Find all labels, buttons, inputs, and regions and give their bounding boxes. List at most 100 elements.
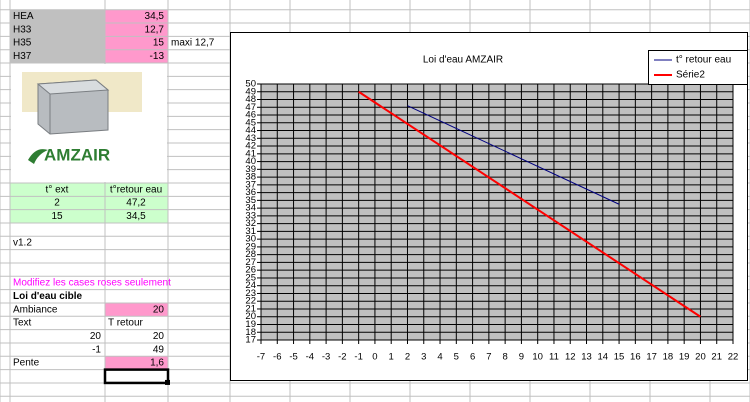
cell-text: H33 xyxy=(13,24,32,35)
cell-text: t° ext xyxy=(46,184,69,195)
cell-text: 2 xyxy=(54,198,60,209)
cell-text: 15 xyxy=(153,38,165,49)
x-tick-label: 1 xyxy=(389,352,394,363)
x-tick-label: -7 xyxy=(257,352,265,363)
y-tick-label: 38 xyxy=(245,172,256,183)
cell-fills xyxy=(10,9,168,370)
cell-text: 20 xyxy=(153,304,165,315)
cell-fill xyxy=(105,9,168,24)
cell-fill xyxy=(105,49,168,64)
x-tick-label: 12 xyxy=(565,352,576,363)
series-line xyxy=(407,105,620,205)
x-tick-label: 18 xyxy=(663,352,674,363)
x-tick-label: 14 xyxy=(598,352,609,363)
y-tick-label: 39 xyxy=(245,164,256,175)
x-tick-label: 6 xyxy=(470,352,475,363)
product-image xyxy=(11,64,167,182)
y-tick-label: 35 xyxy=(245,195,256,206)
y-tick-label: 22 xyxy=(245,296,256,307)
y-tick-label: 32 xyxy=(245,218,256,229)
x-tick-label: 3 xyxy=(421,352,426,363)
x-tick-label: 8 xyxy=(502,352,507,363)
x-tick-label: 0 xyxy=(372,352,377,363)
y-tick-label: 48 xyxy=(245,94,256,105)
y-tick-label: 33 xyxy=(245,210,256,221)
x-tick-label: -2 xyxy=(338,352,346,363)
legend-label: Série2 xyxy=(676,70,705,81)
y-tick-label: 17 xyxy=(245,335,256,346)
cell-text: 1,6 xyxy=(150,358,164,369)
plot-area xyxy=(260,83,734,341)
legend-box xyxy=(648,50,748,85)
y-tick-label: 18 xyxy=(245,327,256,338)
fill-handle xyxy=(165,379,170,385)
cell-text: Loi d'eau cible xyxy=(13,291,82,302)
cell-text: v1.2 xyxy=(13,238,32,249)
x-tick-label: 19 xyxy=(679,352,690,363)
cell-text: 15 xyxy=(51,211,63,222)
cell-fill xyxy=(105,356,168,370)
cell-text: HEA xyxy=(13,11,34,22)
y-tick-label: 47 xyxy=(245,102,256,113)
x-tick-label: 5 xyxy=(454,352,459,363)
cell-text: -13 xyxy=(150,51,165,62)
y-tick-label: 29 xyxy=(245,241,256,252)
cell-text: H37 xyxy=(13,51,32,62)
x-tick-label: -5 xyxy=(289,352,297,363)
x-tick-label: -4 xyxy=(306,352,314,363)
y-tick-label: 50 xyxy=(245,79,256,90)
y-tick-label: 46 xyxy=(245,110,256,121)
x-tick-label: 20 xyxy=(695,352,706,363)
x-tick-label: 11 xyxy=(549,352,559,363)
x-tick-label: 10 xyxy=(532,352,543,363)
x-tick-label: -6 xyxy=(273,352,281,363)
x-tick-label: 22 xyxy=(728,352,739,363)
cell-text: -1 xyxy=(92,344,101,355)
x-tick-label: 16 xyxy=(630,352,641,363)
y-tick-label: 40 xyxy=(245,156,256,167)
selected-cell[interactable] xyxy=(103,368,170,385)
y-tick-label: 31 xyxy=(245,226,256,237)
cell-text: t°retour eau xyxy=(110,184,162,195)
cell-text: Pente xyxy=(13,358,40,369)
y-tick-label: 44 xyxy=(245,125,256,136)
y-tick-label: 28 xyxy=(245,249,256,260)
cell-fill xyxy=(105,36,168,50)
y-tick-label: 41 xyxy=(245,148,256,159)
logo-leaf xyxy=(28,149,48,164)
logo-text: AMZAIR xyxy=(44,145,110,164)
y-tick-label: 21 xyxy=(245,303,256,314)
cell-text: 47,2 xyxy=(126,198,146,209)
x-tick-label: 2 xyxy=(405,352,410,363)
unit-top xyxy=(36,79,110,95)
table-fill xyxy=(10,182,168,223)
y-tick-label: 37 xyxy=(245,179,256,190)
x-tick-label: 7 xyxy=(486,352,491,363)
x-tick-label: 13 xyxy=(581,352,592,363)
cell-fill xyxy=(10,49,105,64)
x-tick-label: 4 xyxy=(437,352,442,363)
x-tick-label: -1 xyxy=(354,352,362,363)
y-tick-label: 23 xyxy=(245,288,256,299)
cell-text: H35 xyxy=(13,38,32,49)
y-tick-label: 20 xyxy=(245,311,256,322)
y-tick-label: 36 xyxy=(245,187,256,198)
y-tick-label: 49 xyxy=(245,86,256,97)
cell-text: Ambiance xyxy=(13,304,58,315)
y-tick-label: 25 xyxy=(245,272,256,283)
y-tick-label: 45 xyxy=(245,117,256,128)
legend-label: t° retour eau xyxy=(676,55,731,66)
cell-text: 20 xyxy=(153,331,165,342)
cell-text: Text xyxy=(13,318,32,329)
y-tick-label: 30 xyxy=(245,234,256,245)
y-tick-label: 27 xyxy=(245,257,256,268)
cell-text: maxi 12,7 xyxy=(171,38,215,49)
x-tick-label: -3 xyxy=(322,352,330,363)
x-tick-label: 15 xyxy=(614,352,625,363)
cell-fill xyxy=(10,23,105,37)
y-tick-label: 34 xyxy=(245,203,256,214)
cell-text: Modifiez les cases roses seulement xyxy=(13,278,171,289)
y-tick-label: 26 xyxy=(245,265,256,276)
